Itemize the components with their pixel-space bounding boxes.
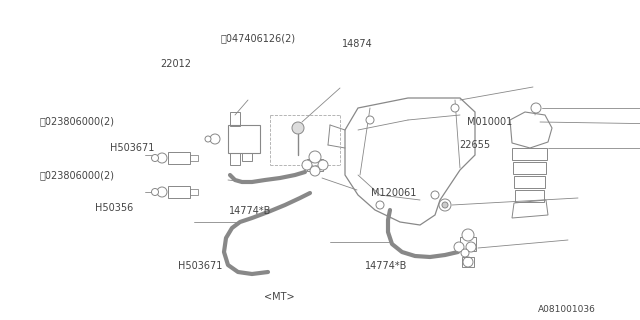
Text: 22655: 22655 bbox=[460, 140, 491, 150]
Bar bbox=[190, 155, 198, 161]
Bar bbox=[230, 112, 240, 126]
Text: 14774*B: 14774*B bbox=[229, 205, 271, 216]
Bar bbox=[168, 152, 190, 164]
Circle shape bbox=[366, 116, 374, 124]
Bar bbox=[230, 153, 240, 165]
Bar bbox=[514, 176, 545, 188]
Circle shape bbox=[461, 249, 469, 257]
Bar bbox=[512, 148, 547, 160]
Circle shape bbox=[376, 201, 384, 209]
Circle shape bbox=[462, 229, 474, 241]
Circle shape bbox=[451, 104, 459, 112]
Bar bbox=[228, 125, 260, 153]
Circle shape bbox=[292, 122, 304, 134]
Circle shape bbox=[466, 242, 476, 252]
Circle shape bbox=[302, 160, 312, 170]
Bar bbox=[513, 162, 546, 174]
Text: Ⓞ023806000(2): Ⓞ023806000(2) bbox=[40, 116, 115, 127]
Text: Ⓞ023806000(2): Ⓞ023806000(2) bbox=[40, 170, 115, 180]
Bar bbox=[462, 257, 474, 267]
Text: <MT>: <MT> bbox=[264, 292, 294, 302]
Circle shape bbox=[152, 188, 159, 196]
Circle shape bbox=[310, 166, 320, 176]
Text: 14874: 14874 bbox=[342, 39, 373, 49]
Circle shape bbox=[157, 153, 167, 163]
Text: A081001036: A081001036 bbox=[538, 305, 595, 314]
Bar bbox=[460, 237, 476, 251]
Text: H503671: H503671 bbox=[178, 261, 222, 271]
Bar bbox=[190, 189, 198, 195]
Text: H503671: H503671 bbox=[110, 143, 154, 153]
Text: M120061: M120061 bbox=[371, 188, 417, 198]
Circle shape bbox=[205, 136, 211, 142]
Circle shape bbox=[454, 242, 464, 252]
Circle shape bbox=[210, 134, 220, 144]
Circle shape bbox=[431, 191, 439, 199]
Circle shape bbox=[442, 202, 448, 208]
Text: M010001: M010001 bbox=[467, 117, 513, 127]
Bar bbox=[515, 190, 544, 202]
Circle shape bbox=[309, 151, 321, 163]
Bar bbox=[242, 153, 252, 161]
Text: 14774*B: 14774*B bbox=[365, 261, 407, 271]
Text: H50356: H50356 bbox=[95, 203, 133, 213]
Text: Ⓞ047406126(2): Ⓞ047406126(2) bbox=[221, 33, 296, 44]
Bar bbox=[307, 159, 323, 171]
Circle shape bbox=[439, 199, 451, 211]
Circle shape bbox=[531, 103, 541, 113]
Bar bbox=[168, 186, 190, 198]
Circle shape bbox=[152, 155, 159, 162]
Text: 22012: 22012 bbox=[160, 59, 191, 69]
Circle shape bbox=[318, 160, 328, 170]
Circle shape bbox=[157, 187, 167, 197]
